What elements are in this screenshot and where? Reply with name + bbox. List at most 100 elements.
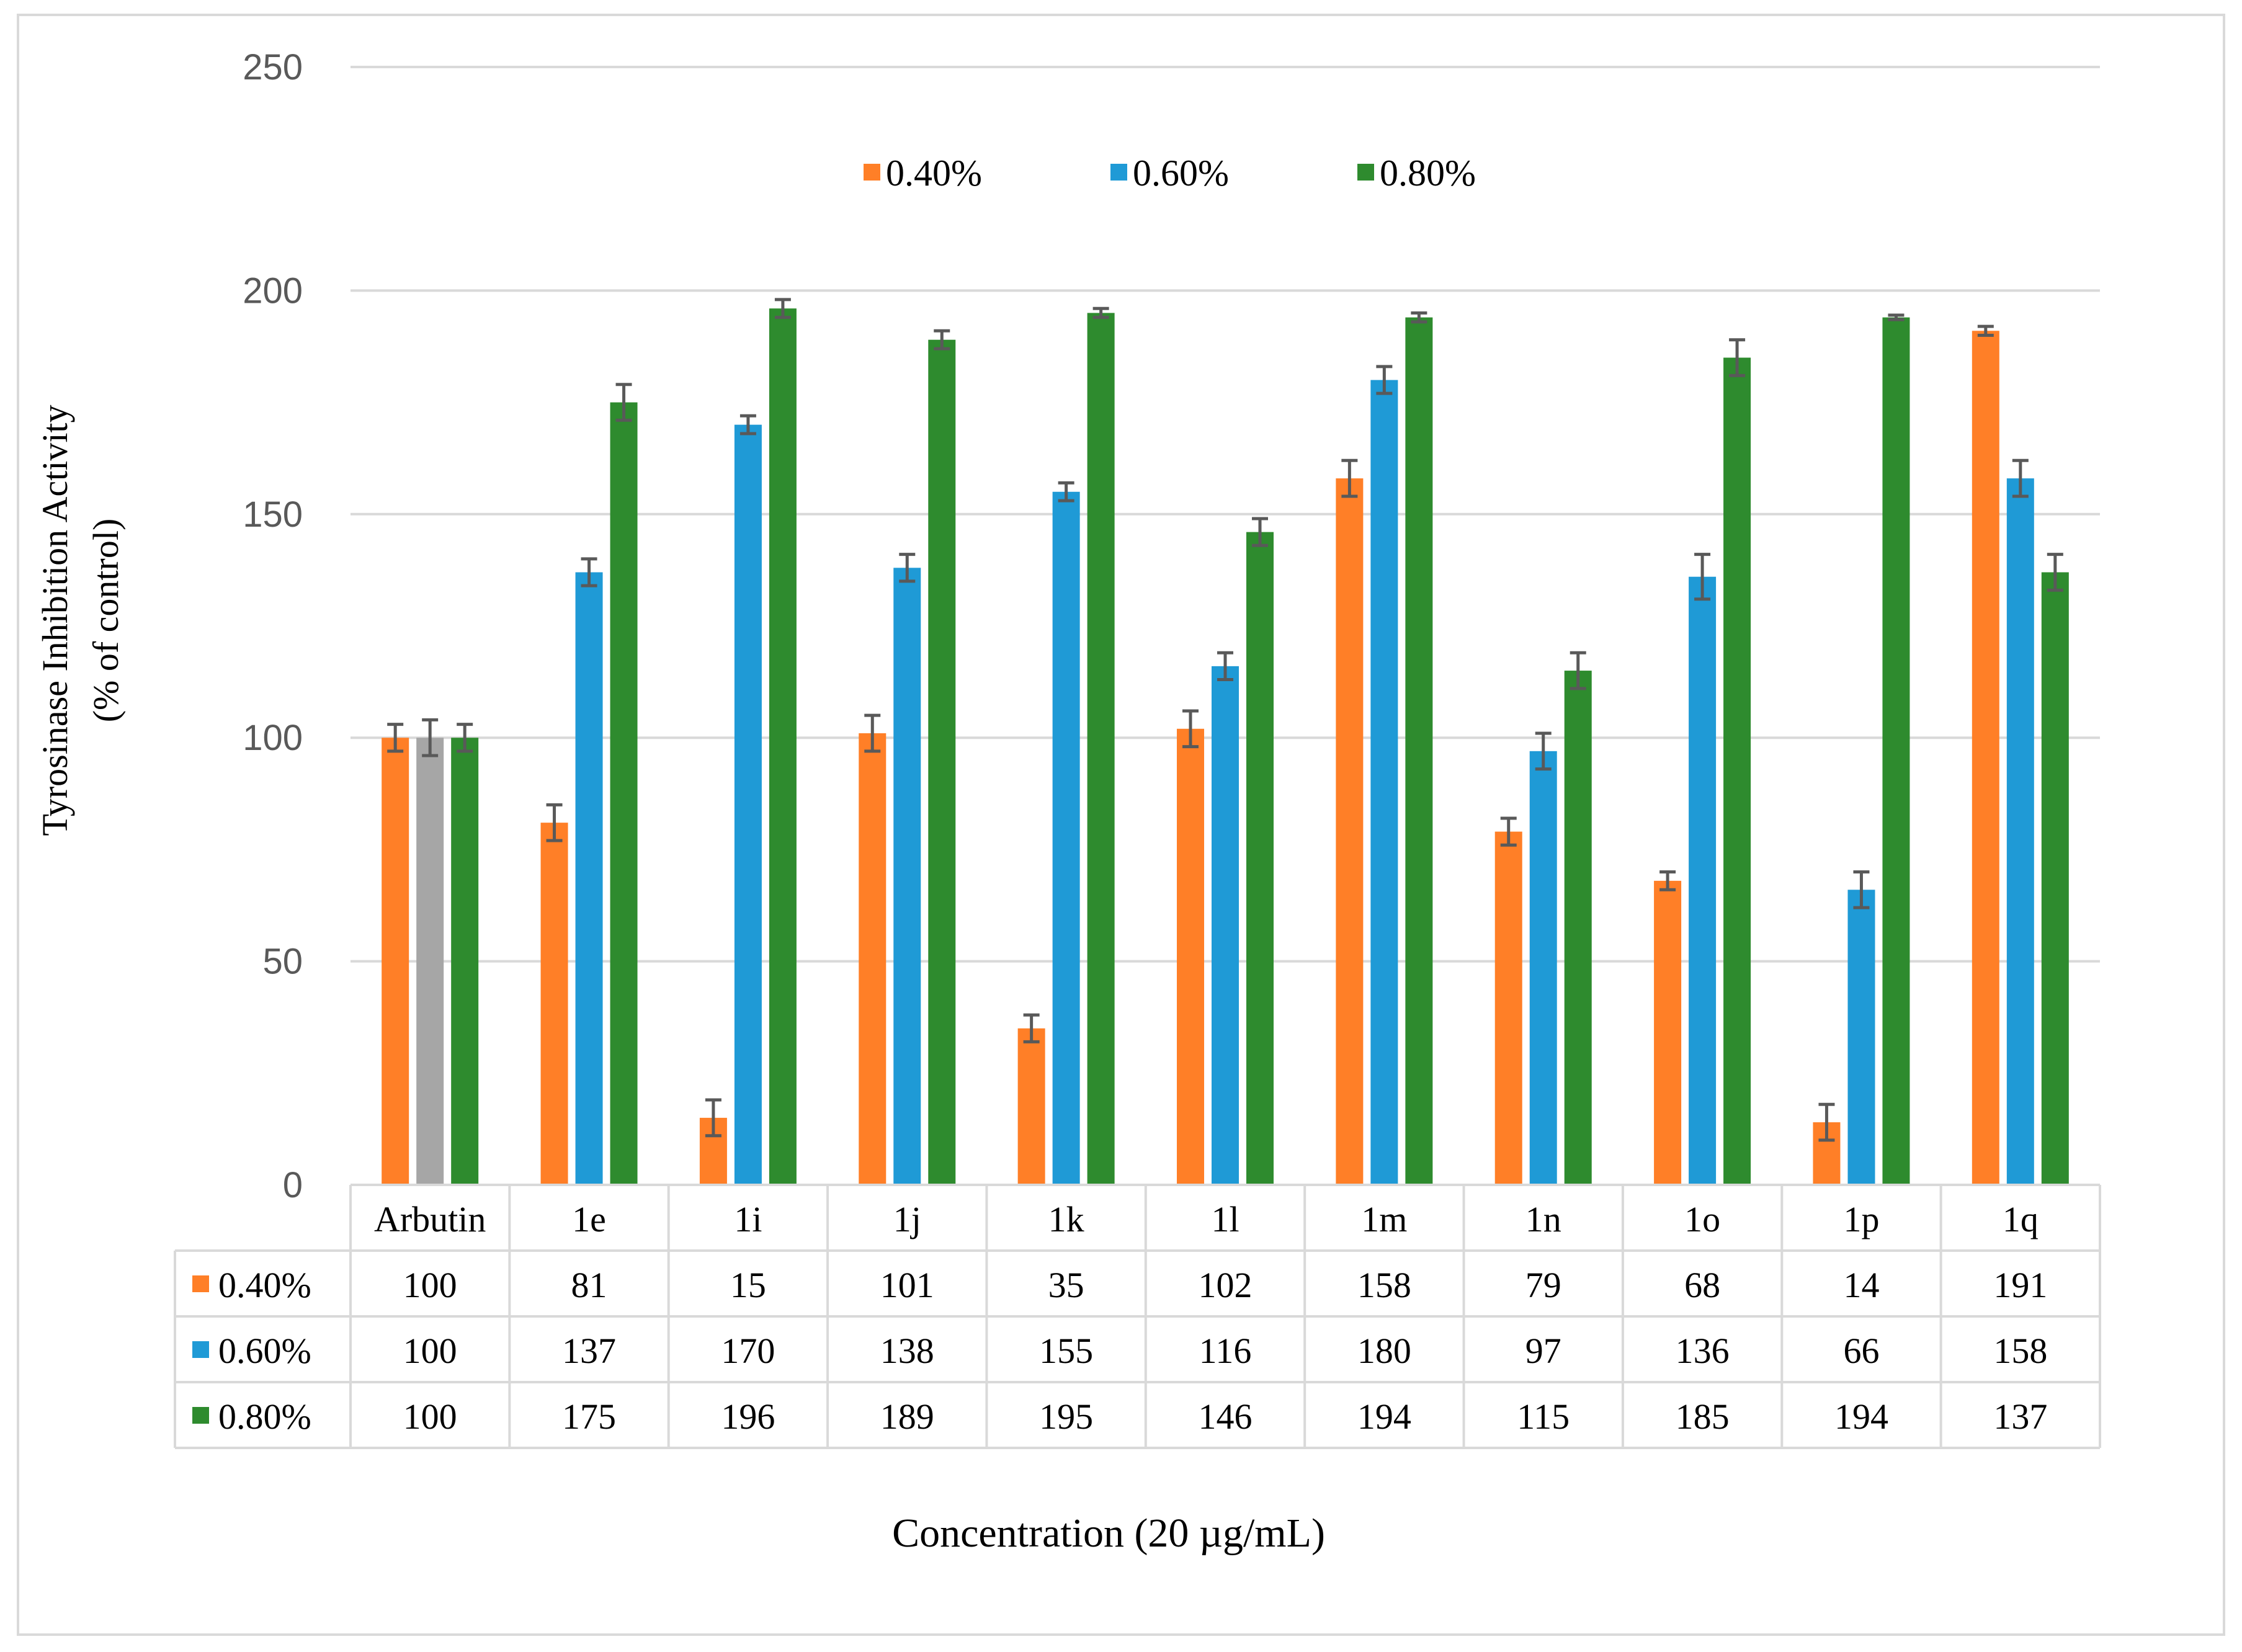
bar-1m-0.60% (1370, 380, 1398, 1185)
bar-1k-0.60% (1052, 491, 1080, 1185)
table-data-label: 115 (1517, 1396, 1570, 1437)
bar-1q-0.60% (2006, 478, 2034, 1185)
x-tick-label: 1m (1361, 1199, 1407, 1239)
x-tick-label: 1j (893, 1199, 921, 1239)
x-tick-label: Arbutin (374, 1199, 486, 1239)
bar-Arbutin-0.80% (451, 738, 479, 1185)
x-axis-label: Concentration (20 µg/mL) (892, 1511, 1325, 1556)
y-tick-label: 250 (243, 47, 303, 87)
y-tick-label: 0 (283, 1165, 303, 1205)
table-data-label: 102 (1199, 1265, 1253, 1305)
y-tick-label: 100 (243, 718, 303, 758)
legend-swatch (1357, 164, 1374, 181)
legend-swatch (864, 164, 880, 181)
legend-label: 0.40% (886, 153, 982, 194)
legend-label: 0.60% (1133, 153, 1229, 194)
table-series-label: 0.40% (218, 1265, 311, 1305)
table-data-label: 158 (1357, 1265, 1411, 1305)
table-data-label: 180 (1357, 1331, 1411, 1371)
table-data-label: 35 (1048, 1265, 1084, 1305)
table-data-label: 137 (1993, 1396, 2047, 1437)
legend-label: 0.80% (1380, 153, 1476, 194)
bar-1o-0.40% (1654, 880, 1682, 1185)
table-data-label: 79 (1525, 1265, 1561, 1305)
bar-1q-0.80% (2041, 572, 2069, 1185)
bar-1o-0.80% (1723, 357, 1751, 1185)
x-tick-label: 1p (1843, 1199, 1879, 1239)
bar-1j-0.80% (928, 339, 956, 1185)
bar-1l-0.80% (1246, 532, 1274, 1185)
table-data-label: 66 (1843, 1331, 1879, 1371)
table-data-label: 15 (730, 1265, 766, 1305)
table-series-label: 0.60% (218, 1331, 311, 1371)
table-data-label: 189 (880, 1396, 934, 1437)
x-tick-label: 1i (734, 1199, 762, 1239)
bars (382, 308, 2069, 1185)
bar-1i-0.80% (769, 308, 797, 1185)
x-tick-label: 1l (1211, 1199, 1239, 1239)
bar-1n-0.60% (1529, 751, 1557, 1185)
y-axis-label-line2: (% of control) (86, 519, 126, 723)
table-data-label: 191 (1993, 1265, 2047, 1305)
table-data-label: 195 (1039, 1396, 1093, 1437)
table-data-label: 158 (1993, 1331, 2047, 1371)
bar-1e-0.60% (575, 572, 603, 1185)
table-data-label: 185 (1676, 1396, 1730, 1437)
table-data-label: 100 (403, 1396, 457, 1437)
bar-1i-0.60% (734, 424, 762, 1185)
y-axis-ticks: 0 50 100 150 200 250 (243, 47, 303, 1205)
bar-Arbutin-0.60% (416, 738, 444, 1185)
data-table: Arbutin 1e 1i 1j 1k 1l 1m 1n 1o 1p 1q 0.40% 100 81 15 1… (174, 1184, 2101, 1449)
bar-1o-0.60% (1689, 576, 1717, 1185)
table-data-label: 155 (1039, 1331, 1093, 1371)
bar-1k-0.80% (1087, 313, 1115, 1185)
table-data-label: 196 (721, 1396, 775, 1437)
legend-swatch (1110, 164, 1127, 181)
table-data-label: 138 (880, 1331, 934, 1371)
bar-1m-0.40% (1336, 478, 1364, 1185)
table-data-label: 116 (1199, 1331, 1252, 1371)
bar-1k-0.40% (1017, 1028, 1045, 1185)
x-tick-label: 1e (572, 1199, 606, 1239)
bar-1j-0.40% (859, 733, 887, 1185)
bar-Arbutin-0.40% (382, 738, 409, 1185)
table-data-label: 137 (562, 1331, 616, 1371)
table-data-label: 170 (721, 1331, 775, 1371)
bar-1e-0.80% (610, 402, 638, 1185)
y-tick-label: 150 (243, 494, 303, 535)
table-data-label: 175 (562, 1396, 616, 1437)
bar-1j-0.60% (893, 568, 921, 1185)
table-data-label: 100 (403, 1265, 457, 1305)
y-axis-label-line1: Tyrosinase Inhibition Activity (35, 404, 75, 836)
bar-1n-0.80% (1564, 671, 1592, 1185)
bar-1q-0.40% (1972, 331, 1999, 1185)
bar-1n-0.40% (1494, 831, 1522, 1185)
table-data-label: 14 (1843, 1265, 1879, 1305)
table-data-label: 146 (1199, 1396, 1253, 1437)
table-legend-swatch (192, 1407, 209, 1424)
error-bars (387, 298, 2063, 1142)
table-series-label: 0.80% (218, 1396, 311, 1437)
table-data-label: 100 (403, 1331, 457, 1371)
bar-1p-0.80% (1882, 317, 1910, 1185)
bar-1l-0.60% (1212, 666, 1239, 1185)
table-data-label: 101 (880, 1265, 934, 1305)
x-tick-label: 1n (1525, 1199, 1561, 1239)
bar-1m-0.80% (1405, 317, 1433, 1185)
table-data-label: 68 (1684, 1265, 1720, 1305)
x-tick-label: 1k (1048, 1199, 1084, 1239)
bar-1p-0.60% (1847, 890, 1875, 1185)
legend: 0.40% 0.60% 0.80% (864, 153, 1476, 194)
table-data-label: 194 (1834, 1396, 1888, 1437)
bar-1e-0.40% (540, 823, 568, 1185)
table-data-label: 194 (1357, 1396, 1411, 1437)
x-tick-label: 1q (2003, 1199, 2039, 1239)
x-tick-label: 1o (1684, 1199, 1720, 1239)
table-legend-swatch (192, 1341, 209, 1358)
table-data-label: 81 (571, 1265, 607, 1305)
table-data-label: 136 (1676, 1331, 1730, 1371)
y-tick-label: 200 (243, 270, 303, 311)
bar-1l-0.40% (1177, 728, 1204, 1185)
y-tick-label: 50 (262, 942, 303, 982)
